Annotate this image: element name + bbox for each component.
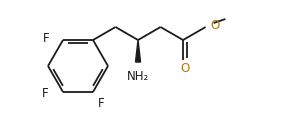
Text: F: F — [42, 32, 49, 45]
Text: F: F — [98, 97, 105, 110]
Text: NH₂: NH₂ — [127, 70, 149, 83]
Text: F: F — [42, 88, 49, 100]
Text: O: O — [211, 18, 220, 32]
Polygon shape — [135, 40, 140, 62]
Text: O: O — [180, 62, 190, 75]
